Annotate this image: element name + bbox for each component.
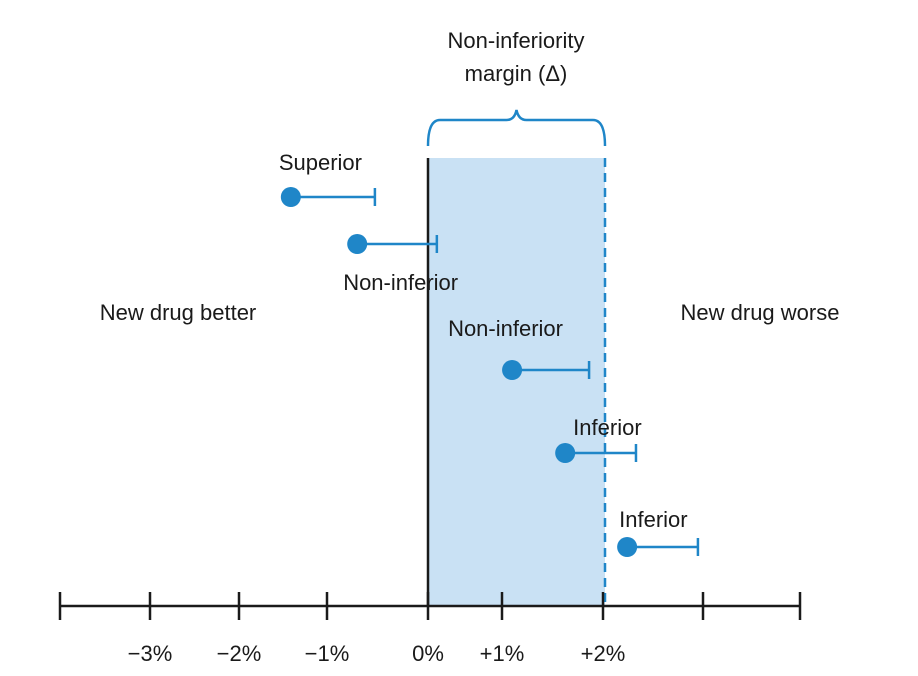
trial-label: Non-inferior [448,316,563,341]
trial-result: Non-inferior [448,316,591,380]
point-estimate [280,187,301,207]
point-estimate [347,234,368,254]
margin-title-line-1: Non-inferiority [448,28,585,53]
region-label-right: New drug worse [681,300,840,325]
trial-label: Non-inferior [343,270,458,295]
margin-region [428,158,605,606]
trial-result: Inferior [617,507,700,557]
trial-result: Non-inferior [343,234,458,295]
x-tick-label: −3% [128,641,173,666]
region-label-left: New drug better [100,300,257,325]
x-tick-label: 0% [412,641,444,666]
point-estimate [555,443,576,463]
point-estimate [617,537,638,557]
trial-result: Inferior [555,415,642,463]
x-tick-label: +1% [480,641,525,666]
trial-label: Inferior [619,507,687,532]
trial-label: Inferior [573,415,641,440]
x-tick-label: +2% [581,641,626,666]
point-estimate [502,360,523,380]
margin-brace [426,109,607,147]
trial-label: Superior [279,150,362,175]
x-tick-label: −2% [217,641,262,666]
trial-result: Superior [279,150,377,207]
margin-title-line-2: margin (Δ) [465,61,568,86]
x-tick-label: −1% [305,641,350,666]
